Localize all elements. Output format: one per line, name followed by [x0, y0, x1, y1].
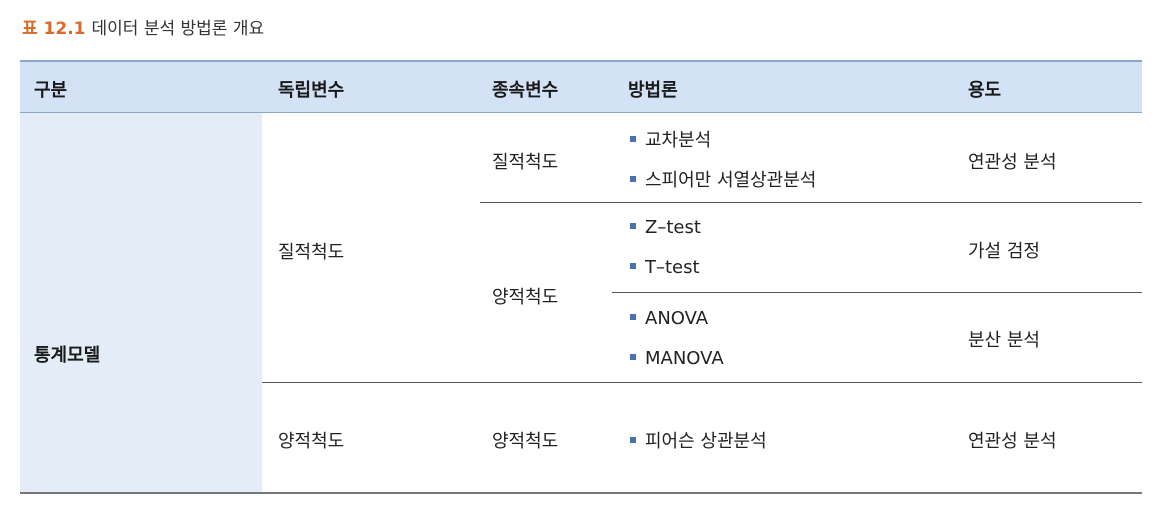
bullet-icon [630, 314, 636, 320]
table-bottom-border [20, 492, 1142, 494]
table-title: 데이터 분석 방법론 개요 [91, 19, 265, 39]
bullet-icon [630, 263, 636, 269]
header-category: 구분 [34, 80, 68, 101]
row-divider [262, 382, 1142, 383]
table-number: 표 12.1 [22, 19, 86, 39]
method-item: Z–test [630, 217, 701, 238]
method-item: MANOVA [630, 348, 724, 369]
bullet-icon [630, 136, 636, 142]
table-header: 구분 독립변수 종속변수 방법론 용도 [20, 62, 1142, 113]
header-purpose: 용도 [968, 80, 1002, 101]
method-item: 스피어만 서열상관분석 [630, 166, 816, 192]
row-divider [612, 292, 1142, 293]
row-divider [480, 202, 1142, 203]
table-caption: 표 12.1 데이터 분석 방법론 개요 [22, 14, 264, 39]
header-dependent: 종속변수 [492, 80, 559, 101]
methodology-table: 구분 독립변수 종속변수 방법론 용도 통계모델 질적척도 양적척도 질적척도 … [20, 60, 1142, 494]
method-item: ANOVA [630, 308, 708, 329]
header-independent: 독립변수 [278, 80, 345, 101]
purpose-hypothesis: 가설 검정 [968, 241, 1040, 262]
header-method: 방법론 [628, 80, 678, 101]
independent-quantitative: 양적척도 [278, 431, 345, 452]
purpose-variance: 분산 분석 [968, 330, 1040, 351]
purpose-correlation-2: 연관성 분석 [968, 431, 1057, 452]
bullet-icon [630, 176, 636, 182]
bullet-icon [630, 354, 636, 360]
category-cell: 통계모델 [20, 113, 262, 494]
bullet-icon [630, 223, 636, 229]
bullet-icon [630, 437, 636, 443]
purpose-correlation: 연관성 분석 [968, 152, 1057, 173]
method-item: 교차분석 [630, 126, 711, 152]
independent-qualitative: 질적척도 [278, 242, 345, 263]
method-item: 피어슨 상관분석 [630, 427, 767, 453]
method-item: T–test [630, 257, 700, 278]
dependent-qualitative: 질적척도 [492, 152, 559, 173]
dependent-quantitative: 양적척도 [492, 287, 559, 308]
dependent-quantitative-2: 양적척도 [492, 431, 559, 452]
category-label: 통계모델 [34, 345, 101, 366]
